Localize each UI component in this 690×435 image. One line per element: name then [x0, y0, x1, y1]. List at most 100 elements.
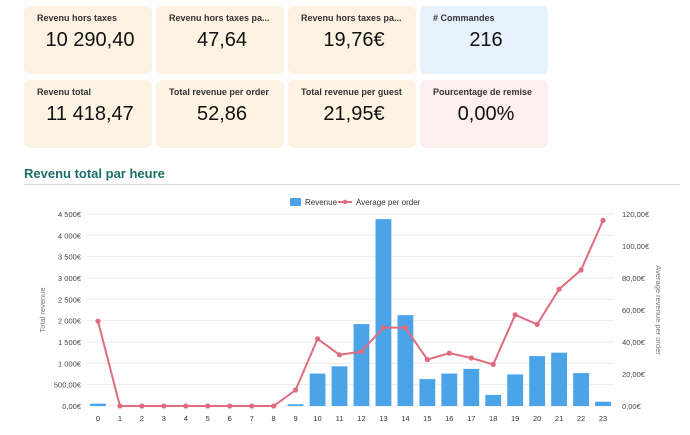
y-tick-label: 500,00€	[54, 381, 82, 390]
average-line	[97, 219, 604, 407]
x-tick-label: 12	[357, 414, 365, 423]
kpi-card-value: 47,64	[196, 29, 248, 51]
x-tick-label: 10	[313, 414, 321, 423]
bar	[419, 379, 436, 406]
kpi-card-label: Pourcentage de remise	[433, 87, 533, 97]
y2-tick-label: 20,00€	[622, 370, 646, 379]
y-tick-label: 3 000€	[58, 274, 82, 283]
x-tick-label: 15	[423, 414, 431, 423]
x-tick-label: 3	[162, 414, 166, 423]
x-tick-label: 5	[206, 414, 210, 423]
x-tick-label: 16	[445, 414, 453, 423]
x-tick-label: 6	[228, 414, 232, 423]
line-point	[556, 286, 562, 292]
y-tick-label: 4 500€	[58, 210, 82, 219]
kpi-card-label: Total revenue per guest	[301, 87, 402, 97]
line-point	[293, 387, 299, 393]
line-point	[534, 321, 540, 327]
kpi-card[interactable]: Pourcentage de remise 0,00%	[420, 80, 548, 148]
line-point	[183, 403, 189, 409]
bar	[595, 401, 611, 406]
y2-tick-label: 0,00€	[622, 402, 642, 411]
y2-tick-label: 100,00€	[622, 242, 650, 251]
x-tick-label: 19	[511, 414, 519, 423]
line-point	[578, 267, 584, 273]
bar	[573, 373, 589, 406]
y-tick-label: 3 500€	[58, 253, 82, 262]
x-tick-label: 0	[96, 414, 100, 423]
line-point	[600, 217, 606, 223]
y-tick-label: 2 500€	[58, 295, 82, 304]
x-tick-label: 8	[272, 414, 276, 423]
kpi-card[interactable]: Total revenue per order 52,86	[156, 80, 284, 148]
bar	[375, 219, 392, 406]
bar	[90, 403, 106, 406]
kpi-card-value: 19,76€	[323, 29, 385, 51]
bar	[485, 394, 502, 406]
bar	[551, 352, 568, 406]
line-point	[512, 312, 518, 318]
x-tick-label: 17	[467, 414, 475, 423]
legend-label-average: Average per order	[356, 198, 421, 207]
kpi-card[interactable]: # Commandes 216	[420, 6, 548, 74]
bar	[529, 356, 546, 406]
x-tick-label: 14	[401, 414, 409, 423]
kpi-card-value: 0,00%	[457, 103, 515, 125]
y-axis-title: Total revenue	[38, 287, 47, 332]
x-tick-label: 7	[250, 414, 254, 423]
kpi-card-label: Total revenue per order	[169, 87, 269, 97]
x-tick-label: 4	[184, 414, 188, 423]
kpi-card[interactable]: Revenu hors taxes pa... 47,64	[156, 6, 284, 74]
x-tick-label: 23	[599, 414, 607, 423]
kpi-card-label: # Commandes	[433, 13, 495, 23]
line-point	[380, 325, 387, 331]
line-point	[117, 403, 123, 409]
line-point	[139, 403, 145, 409]
y-tick-label: 1 000€	[58, 359, 82, 368]
line-point	[205, 403, 211, 409]
y2-tick-label: 60,00€	[622, 306, 646, 315]
legend-swatch-revenue	[290, 198, 301, 206]
revenue-by-hour-chart: 0,00€500,00€1 000€1 500€2 000€2 500€3 00…	[38, 198, 663, 423]
kpi-card[interactable]: Total revenue per guest 21,95€	[288, 80, 416, 148]
kpi-card-label: Revenu hors taxes	[37, 13, 118, 23]
kpi-card[interactable]: Revenu hors taxes pa... 19,76€	[288, 6, 416, 74]
bar	[463, 368, 480, 406]
x-tick-label: 22	[577, 414, 585, 423]
line-point	[95, 318, 101, 324]
line-point	[249, 403, 255, 409]
kpi-card-label: Revenu hors taxes pa...	[301, 13, 402, 23]
line-point	[402, 325, 408, 331]
legend-label-revenue: Revenue	[305, 198, 338, 207]
line-point	[424, 357, 430, 363]
kpi-card-value: 10 290,40	[45, 29, 135, 51]
line-point	[336, 352, 343, 358]
line-point	[446, 350, 452, 356]
kpi-card-label: Revenu total	[37, 87, 92, 97]
line-point	[161, 403, 167, 409]
bar	[287, 404, 304, 406]
line-point	[227, 403, 233, 409]
kpi-card[interactable]: Revenu total 11 418,47	[24, 80, 152, 148]
kpi-card-value: 11 418,47	[46, 103, 134, 125]
bar	[309, 373, 326, 406]
section-divider	[24, 184, 680, 185]
x-tick-label: 1	[118, 414, 122, 423]
bar	[507, 374, 524, 406]
x-tick-label: 18	[489, 414, 497, 423]
x-tick-label: 13	[379, 414, 387, 423]
bar	[353, 324, 370, 406]
kpi-card-label: Revenu hors taxes pa...	[169, 13, 270, 23]
line-point	[314, 336, 321, 342]
section-title: Revenu total par heure	[24, 166, 165, 181]
y2-tick-label: 80,00€	[622, 274, 646, 283]
line-point	[490, 361, 496, 367]
y2-tick-label: 40,00€	[622, 338, 646, 347]
kpi-card-value: 52,86	[196, 103, 248, 125]
bar	[331, 366, 348, 406]
kpi-card[interactable]: Revenu hors taxes 10 290,40	[24, 6, 152, 74]
y-tick-label: 0,00€	[62, 402, 82, 411]
y-tick-label: 1 500€	[58, 338, 82, 347]
legend-swatch-average-dot	[342, 199, 348, 205]
y-tick-label: 2 000€	[58, 317, 82, 326]
